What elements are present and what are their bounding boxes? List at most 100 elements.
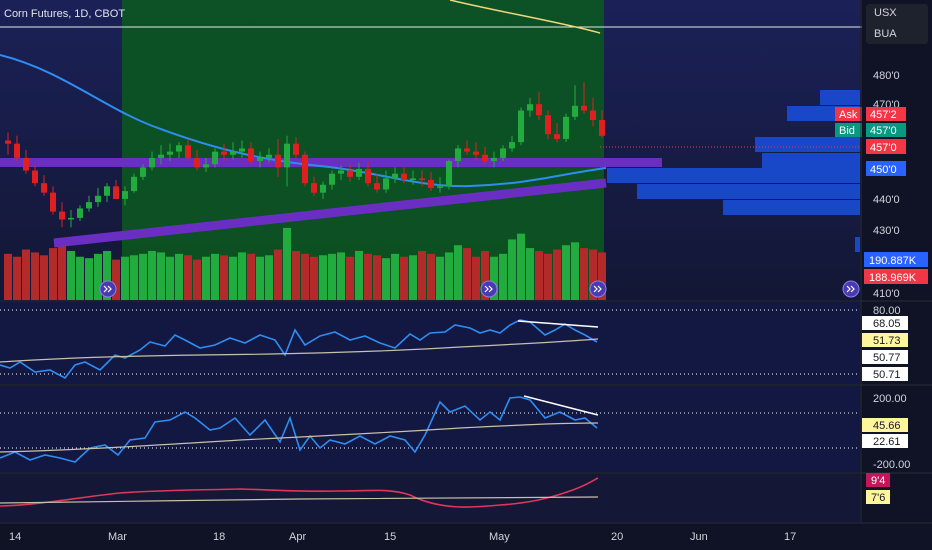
candle-body [491, 157, 497, 162]
candle-body [437, 186, 443, 188]
support-trendline [53, 178, 607, 248]
volume-bar [229, 256, 237, 300]
last-price-bg [866, 139, 906, 154]
candle-body [446, 161, 452, 187]
bua-button[interactable]: BUA [874, 28, 897, 40]
candle-body [266, 154, 272, 158]
candle-body [77, 208, 83, 218]
volume-bar [346, 256, 354, 300]
candle-body [410, 178, 416, 180]
candle-body [527, 104, 533, 111]
candle-body [86, 202, 92, 209]
pane2-label-bg [862, 418, 908, 432]
pane1-label: 50.77 [873, 352, 901, 364]
volume-bar [40, 255, 48, 300]
volume-bar [238, 252, 246, 300]
candle-body [572, 105, 578, 117]
volume-bar [13, 256, 21, 300]
pane2-label: 22.61 [873, 436, 901, 448]
volume-bar [409, 255, 417, 300]
candle-body [518, 110, 524, 143]
volume-bar [112, 259, 120, 300]
candle-body [383, 178, 389, 190]
volume-bar [310, 256, 318, 300]
pane3-signal-line [0, 496, 599, 504]
volume-profile-bar [637, 184, 860, 199]
candle-body [275, 154, 281, 168]
pane2-divergence-line [523, 395, 599, 416]
volume-profile-bar [855, 237, 860, 252]
volume-profile-bar [820, 90, 860, 105]
usx-button[interactable]: USX [874, 7, 897, 19]
volume-bar [130, 255, 138, 300]
bid-label: Bid [839, 125, 855, 137]
chevron-right-icon [846, 285, 855, 293]
event-icon [99, 280, 117, 298]
volume-bar [211, 253, 219, 300]
chevron-right-icon [593, 285, 602, 293]
candle-body [122, 191, 128, 199]
candle-body [509, 142, 515, 149]
volume-bar [202, 256, 210, 300]
candle-body [257, 157, 263, 162]
time-axis-label: May [489, 531, 510, 543]
volume-bar [247, 253, 255, 300]
volume-bar [22, 249, 30, 300]
candle-body [338, 170, 344, 174]
volume-bar [373, 255, 381, 300]
candle-body [545, 115, 551, 135]
candle-body [113, 186, 119, 199]
pane1-oscillator-line [0, 319, 598, 380]
ask-label: Ask [839, 109, 858, 121]
volume-bar [517, 233, 525, 300]
volume-bar [67, 250, 75, 300]
volume-bar [445, 252, 453, 300]
candle-body [563, 116, 569, 139]
volume-bar [391, 253, 399, 300]
pane2-bg [0, 386, 860, 472]
candle-body [419, 178, 425, 180]
long-ma-line [449, 0, 601, 34]
pane3-label: 9'4 [871, 475, 885, 487]
candle-body [473, 151, 479, 155]
time-axis-label: 20 [611, 531, 623, 543]
volume-bar [526, 248, 534, 300]
candle-body [158, 154, 164, 158]
volume-bar [31, 252, 39, 300]
candle-body [95, 195, 101, 203]
volume-bar [166, 256, 174, 300]
candle-body [203, 164, 209, 168]
pane1-label-bg [862, 333, 908, 347]
event-icon [480, 280, 498, 298]
pane1-label: 51.73 [873, 335, 901, 347]
volume-bar [58, 239, 66, 300]
pane1-label: 80.00 [873, 305, 901, 317]
volume-profile-bar [607, 168, 860, 183]
candle-body [68, 217, 74, 220]
volume-bar [400, 256, 408, 300]
volume-bar [76, 256, 84, 300]
candle-body [482, 154, 488, 162]
volume-bar [580, 248, 588, 300]
pane1-label: 50.71 [873, 369, 901, 381]
candle-body [104, 186, 110, 196]
volume-bar [319, 255, 327, 300]
volume-ma-bg [864, 252, 928, 267]
volume-bar [274, 249, 282, 300]
pane1-signal-line [0, 338, 599, 363]
candle-body [356, 168, 362, 177]
moving-average-line [0, 54, 607, 188]
candle-body [581, 105, 587, 111]
volume-bar [85, 258, 93, 300]
candle-body [311, 183, 317, 193]
candle-body [302, 154, 308, 184]
candle-body [221, 151, 227, 155]
candle-body [176, 145, 182, 152]
pane2-signal-line [0, 422, 599, 453]
volume-bar [301, 253, 309, 300]
bid-price: 457'0 [870, 125, 897, 137]
volume-bar [553, 249, 561, 300]
pane1-bg [0, 302, 860, 384]
candle-body [590, 110, 596, 120]
